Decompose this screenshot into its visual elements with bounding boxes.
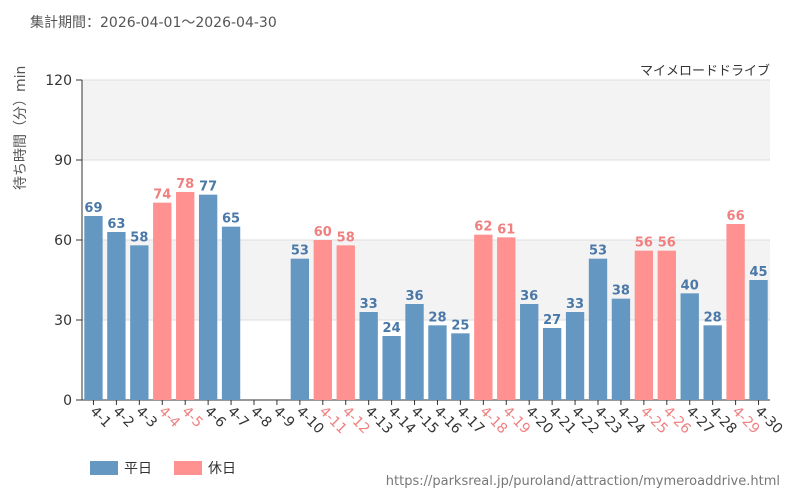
bar: [474, 234, 493, 400]
data-label: 77: [199, 180, 217, 195]
data-label: 74: [153, 188, 171, 203]
legend-weekday: 平日: [90, 458, 152, 478]
data-label: 62: [474, 220, 492, 235]
data-label: 36: [405, 289, 423, 304]
bar: [382, 336, 401, 400]
bar: [428, 325, 447, 400]
data-label: 65: [222, 212, 240, 227]
legend: 平日 休日: [90, 458, 236, 478]
bar: [290, 258, 310, 400]
data-label: 28: [428, 310, 446, 325]
band-90-120: [82, 80, 770, 160]
y-tick-label: 0: [63, 393, 72, 409]
source-url[interactable]: https://parksreal.jp/puroland/attraction…: [385, 474, 780, 489]
y-tick-label: 120: [45, 73, 72, 89]
data-label: 58: [337, 230, 355, 245]
bar: [680, 293, 699, 400]
legend-holiday: 休日: [174, 458, 236, 478]
bar: [405, 304, 424, 400]
bar: [84, 216, 103, 400]
bar: [634, 250, 654, 400]
bar: [657, 250, 676, 400]
data-label: 53: [589, 244, 607, 259]
x-tick-label: 4-7: [224, 404, 251, 431]
bar: [611, 298, 631, 400]
bar: [703, 325, 722, 400]
y-tick-label: 30: [54, 313, 72, 329]
data-label: 28: [704, 310, 722, 325]
y-tick-label: 60: [54, 233, 72, 249]
data-label: 56: [635, 236, 653, 251]
data-label: 63: [107, 217, 125, 232]
bar: [451, 333, 470, 400]
bar: [588, 258, 608, 400]
bar: [198, 194, 218, 400]
data-label: 45: [749, 265, 767, 280]
x-tick-label: 4-6: [201, 404, 229, 432]
x-tick-label: 4-9: [270, 404, 297, 431]
legend-holiday-swatch: [174, 461, 202, 475]
data-label: 36: [520, 289, 538, 304]
data-label: 53: [291, 244, 309, 259]
x-tick-label: 4-3: [133, 404, 160, 431]
data-label: 40: [681, 278, 699, 293]
data-label: 27: [543, 313, 561, 328]
data-label: 60: [314, 225, 332, 240]
bar: [497, 237, 516, 400]
y-tick-label: 90: [54, 153, 72, 169]
x-tick-label: 4-4: [155, 404, 183, 432]
x-tick-label: 4-8: [247, 404, 274, 431]
x-tick-label: 4-5: [178, 404, 205, 431]
bar: [726, 224, 745, 400]
data-label: 58: [130, 230, 148, 245]
data-label: 69: [84, 201, 102, 216]
data-label: 78: [176, 177, 194, 192]
bar: [107, 232, 126, 400]
data-label: 38: [612, 284, 630, 299]
bar: [176, 192, 195, 400]
data-label: 33: [360, 297, 378, 312]
band-30-60: [82, 240, 770, 320]
data-label: 24: [383, 321, 401, 336]
bar: [336, 245, 355, 400]
x-tick-label: 4-2: [110, 404, 137, 431]
data-label: 33: [566, 297, 584, 312]
bar: [130, 245, 149, 400]
data-label: 25: [451, 318, 469, 333]
x-tick-label: 4-1: [87, 404, 114, 431]
wait-time-chart: 0 30 60 90 120 4-1 69 4-2 63 4-3 58 4-4 74 4-5 78 4-6 77…: [45, 73, 785, 437]
bar: [749, 280, 768, 400]
data-label: 61: [497, 222, 515, 237]
bar: [221, 226, 241, 400]
legend-weekday-swatch: [90, 461, 118, 475]
bar: [313, 240, 332, 400]
data-label: 66: [727, 209, 745, 224]
period-label: 集計期間：2026-04-01～2026-04-30: [30, 15, 277, 31]
bar: [565, 312, 585, 400]
bar: [520, 304, 539, 400]
bar: [153, 202, 172, 400]
bar: [359, 312, 378, 400]
legend-weekday-label: 平日: [124, 461, 152, 477]
bar: [542, 328, 562, 400]
data-label: 56: [658, 236, 676, 251]
legend-holiday-label: 休日: [208, 461, 236, 477]
attraction-name: マイメロードドライブ: [639, 64, 770, 79]
